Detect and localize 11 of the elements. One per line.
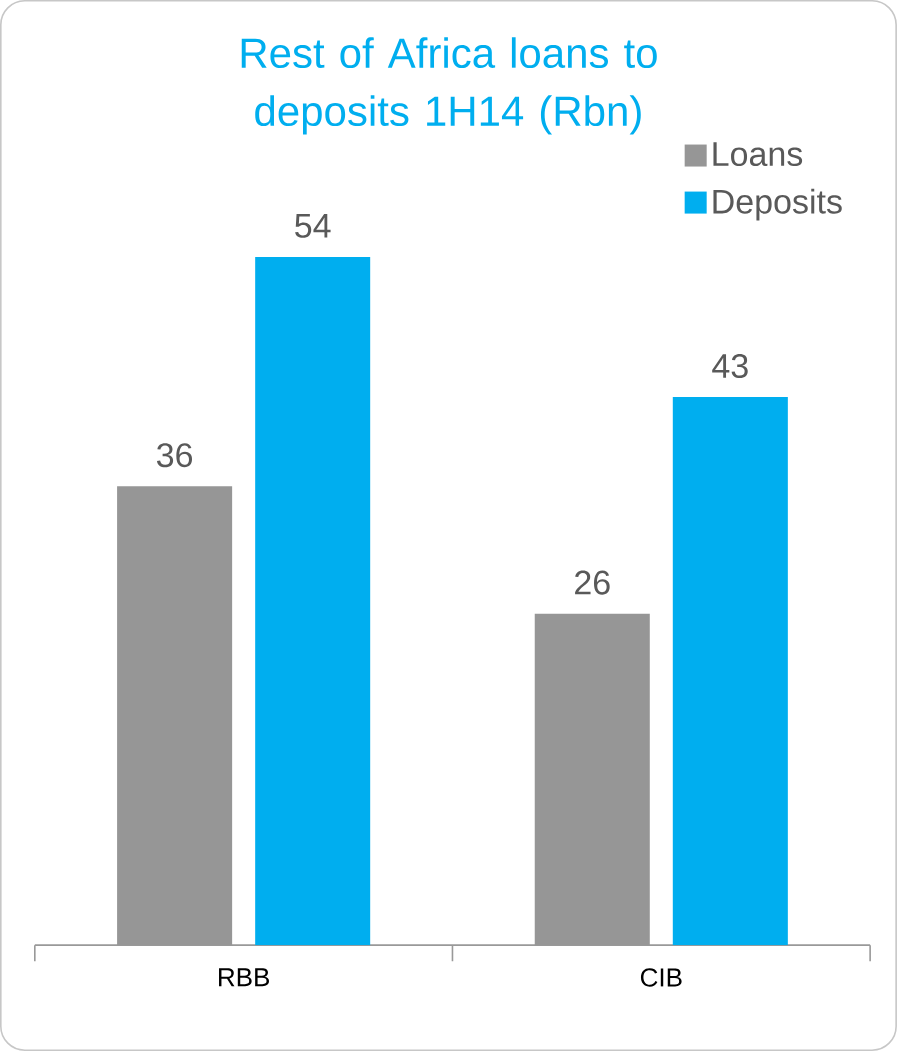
x-tick-label: CIB [640,968,682,987]
legend-label: Loans [713,142,803,167]
x-tick-label: RBB [219,968,270,987]
data-label: 43 [712,353,748,379]
bar [672,397,788,946]
legend-label: Deposits [713,188,842,221]
bar [255,256,371,946]
chart-title: Rest of Africa loans to deposits 1H14 (Rbn) [241,37,657,135]
data-label: 54 [295,214,331,238]
data-label: 26 [575,570,610,595]
data-label: 36 [157,443,193,468]
